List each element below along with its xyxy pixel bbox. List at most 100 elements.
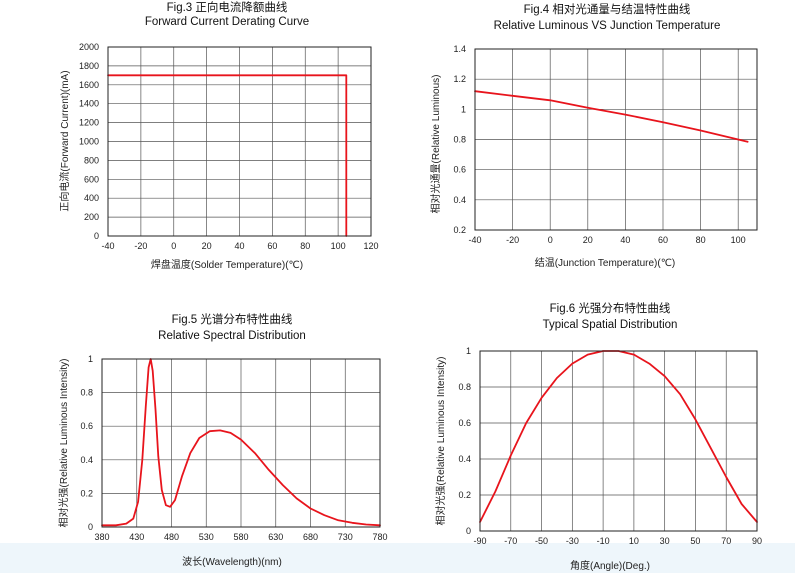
x-tick-label: 380 [94, 532, 109, 542]
y-tick-label: 1000 [79, 137, 99, 147]
y-tick-label: 0.2 [458, 490, 471, 500]
y-tick-label: 1 [88, 354, 93, 364]
y-tick-label: 1 [461, 104, 466, 114]
x-tick-label: 90 [752, 536, 762, 546]
x-tick-label: -10 [597, 536, 610, 546]
y-tick-label: 1400 [79, 99, 99, 109]
y-tick-label: 200 [84, 212, 99, 222]
x-tick-label: 40 [234, 241, 244, 251]
chart-subtitle: Forward Current Derating Curve [145, 16, 309, 28]
series-line [474, 90, 749, 143]
x-tick-label: 80 [696, 235, 706, 245]
plot-frame [479, 350, 758, 532]
x-tick-label: -40 [101, 241, 114, 251]
y-tick-label: 0.6 [453, 165, 466, 175]
tick-labels: 380 430 480 530 580 630 680 730 780 0 0.2 0.4 0.6 0.8… [80, 354, 387, 542]
y-tick-label: 1800 [79, 61, 99, 71]
x-tick-label: -40 [468, 235, 481, 245]
y-tick-label: 0.8 [458, 382, 471, 392]
series [479, 350, 758, 523]
y-axis-label: 相对光强(Relative Luminous Intensity) [434, 357, 447, 526]
chart-subtitle: Typical Spatial Distribution [543, 319, 678, 331]
chart-subtitle: Relative Luminous VS Junction Temperatur… [494, 20, 721, 32]
x-tick-label: -90 [473, 536, 486, 546]
x-tick-label: 20 [202, 241, 212, 251]
x-tick-label: 630 [268, 532, 283, 542]
chart-title: Fig.3 正向电流降额曲线 [167, 0, 288, 14]
x-axis-label: 结温(Junction Temperature)(℃) [535, 256, 676, 269]
chart-relative-spectral-distribution: Fig.5 光谱分布特性曲线 Relative Spectral Distrib… [57, 312, 388, 568]
chart-title: Fig.4 相对光通量与结温特性曲线 [524, 2, 691, 16]
series-line [479, 350, 758, 523]
series [107, 74, 348, 237]
series [101, 358, 381, 527]
y-tick-label: 2000 [79, 42, 99, 52]
plot-frame [474, 48, 758, 231]
x-tick-label: 120 [363, 241, 378, 251]
x-tick-label: -50 [535, 536, 548, 546]
chart-forward-current-derating: Fig.3 正向电流降额曲线 Forward Current Derating … [58, 0, 379, 271]
x-tick-label: 430 [129, 532, 144, 542]
chart-typical-spatial-distribution: Fig.6 光强分布特性曲线 Typical Spatial Distribut… [434, 301, 762, 572]
y-tick-label: 0.6 [80, 421, 93, 431]
x-tick-label: -30 [566, 536, 579, 546]
tick-labels: -40 -20 0 20 40 60 80 100 1200200400600800100012… [79, 42, 379, 251]
y-tick-label: 600 [84, 174, 99, 184]
x-tick-label: 100 [331, 241, 346, 251]
x-tick-label: 580 [233, 532, 248, 542]
tick-labels: -90 -70 -50 -30 -10 10 30 50 70 90 0 0.2 0.4 0.6 0.8 1 [458, 346, 762, 546]
y-tick-label: 0.8 [80, 388, 93, 398]
series [474, 90, 749, 143]
y-tick-label: 1.4 [453, 44, 466, 54]
y-tick-label: 1600 [79, 80, 99, 90]
plot-frame [107, 46, 372, 237]
x-tick-label: 10 [629, 536, 639, 546]
x-tick-label: 20 [583, 235, 593, 245]
x-tick-label: 70 [721, 536, 731, 546]
y-tick-label: 400 [84, 193, 99, 203]
y-tick-label: 1.2 [453, 74, 466, 84]
series-line [107, 74, 348, 237]
y-tick-label: 1 [466, 346, 471, 356]
y-tick-label: 0.8 [453, 135, 466, 145]
x-axis-label: 波长(Wavelength)(nm) [182, 555, 282, 568]
y-tick-label: 0 [88, 522, 93, 532]
grid [108, 47, 371, 236]
x-tick-label: -70 [504, 536, 517, 546]
y-tick-label: 0.2 [453, 225, 466, 235]
chart-title: Fig.5 光谱分布特性曲线 [172, 312, 293, 326]
x-tick-label: 480 [164, 532, 179, 542]
series-line [101, 358, 381, 527]
x-tick-label: 530 [199, 532, 214, 542]
x-tick-label: -20 [506, 235, 519, 245]
x-axis-label: 焊盘温度(Solder Temperature)(℃) [151, 258, 303, 271]
y-tick-label: 0.4 [458, 454, 471, 464]
y-tick-label: 800 [84, 155, 99, 165]
x-tick-label: 780 [372, 532, 387, 542]
y-tick-label: 1200 [79, 118, 99, 128]
x-tick-label: 60 [267, 241, 277, 251]
y-tick-label: 0.4 [80, 455, 93, 465]
grid [102, 359, 380, 527]
x-tick-label: 680 [303, 532, 318, 542]
y-tick-label: 0.2 [80, 488, 93, 498]
chart-subtitle: Relative Spectral Distribution [158, 330, 306, 342]
y-axis-label: 相对光通量(Relative Luminous) [429, 75, 442, 214]
footer-bar [0, 543, 795, 573]
x-tick-label: 730 [338, 532, 353, 542]
y-tick-label: 0.4 [453, 195, 466, 205]
y-tick-label: 0 [94, 231, 99, 241]
x-tick-label: 60 [658, 235, 668, 245]
x-tick-label: 80 [300, 241, 310, 251]
plot-frame [101, 358, 381, 528]
y-axis-label: 相对光强(Relative Luminous Intensity) [57, 359, 70, 528]
grid [480, 351, 757, 531]
grid [475, 49, 757, 230]
y-tick-label: 0.6 [458, 418, 471, 428]
x-tick-label: 50 [690, 536, 700, 546]
chart-title: Fig.6 光强分布特性曲线 [550, 301, 671, 315]
tick-labels: -40 -20 0 20 40 60 80 100 0.2 0.4 0.6 0.8 1 1.2 1.4 [453, 44, 745, 245]
x-tick-label: 0 [171, 241, 176, 251]
y-tick-label: 0 [466, 526, 471, 536]
